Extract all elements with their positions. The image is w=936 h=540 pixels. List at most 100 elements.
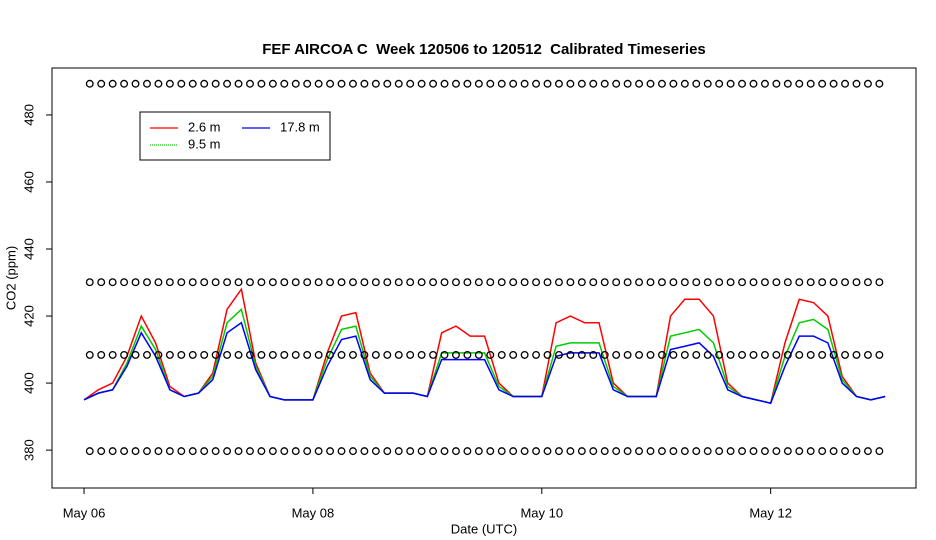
flag-point xyxy=(795,79,804,88)
flag-point xyxy=(749,79,758,88)
flag-point xyxy=(85,350,94,359)
x-tick-label: May 06 xyxy=(63,505,106,520)
flag-point xyxy=(463,278,472,287)
flag-point xyxy=(818,79,827,88)
flag-point xyxy=(143,447,151,456)
flag-point xyxy=(165,350,174,359)
flag-point xyxy=(852,79,861,88)
flag-point xyxy=(726,350,735,359)
flag-point xyxy=(211,278,220,287)
flag-point xyxy=(783,350,792,359)
flag-point xyxy=(806,79,815,88)
flag-point xyxy=(669,278,678,287)
flag-point xyxy=(440,350,449,359)
flag-point xyxy=(772,278,781,287)
flag-point xyxy=(429,278,438,287)
flag-point xyxy=(188,79,197,88)
flag-point xyxy=(680,79,689,88)
flag-point xyxy=(806,350,815,359)
flag-point xyxy=(429,447,438,456)
flag-point xyxy=(165,278,174,287)
flag-point xyxy=(532,278,541,287)
flag-point xyxy=(738,278,747,287)
flag-point xyxy=(612,350,621,359)
flag-point xyxy=(657,447,666,456)
flag-point xyxy=(669,350,678,359)
flag-point xyxy=(177,278,186,287)
flag-point xyxy=(760,350,769,359)
flag-point xyxy=(623,350,632,359)
flag-point xyxy=(257,350,266,359)
flag-point xyxy=(566,278,575,287)
y-tick-label: 420 xyxy=(21,305,36,327)
flag-point xyxy=(509,447,518,456)
flag-point xyxy=(806,447,815,456)
flag-point xyxy=(326,79,335,88)
x-tick-label: May 08 xyxy=(292,505,335,520)
flag-point xyxy=(280,447,289,456)
flag-point xyxy=(692,79,701,88)
flag-point xyxy=(612,447,621,456)
flag-point xyxy=(532,447,541,456)
flag-point xyxy=(371,79,380,88)
flag-point xyxy=(120,350,129,359)
flag-point xyxy=(566,447,575,456)
flag-point xyxy=(852,350,861,359)
flag-point xyxy=(600,350,609,359)
flag-point xyxy=(394,447,403,456)
flag-point xyxy=(268,278,277,287)
flag-point xyxy=(406,278,415,287)
flag-point xyxy=(291,79,300,88)
flag-point xyxy=(543,79,552,88)
flag-point xyxy=(863,350,872,359)
flag-point xyxy=(280,79,289,88)
flag-point xyxy=(852,278,861,287)
flag-point xyxy=(486,79,495,88)
flag-point xyxy=(532,350,541,359)
flag-point xyxy=(337,79,346,88)
flag-point xyxy=(200,278,209,287)
flag-point xyxy=(715,447,724,456)
flag-point xyxy=(349,350,357,359)
flag-point xyxy=(463,447,472,456)
flag-point xyxy=(165,447,174,456)
flag-point xyxy=(120,79,129,88)
flag-point xyxy=(635,79,644,88)
flag-point xyxy=(703,350,712,359)
flag-point xyxy=(738,79,747,88)
flag-point xyxy=(589,79,598,88)
flag-point xyxy=(314,447,323,456)
flag-point xyxy=(635,278,644,287)
flag-point xyxy=(234,79,243,88)
flag-point xyxy=(360,447,369,456)
flag-point xyxy=(497,79,506,88)
flag-point xyxy=(703,278,712,287)
flag-point xyxy=(623,447,632,456)
flag-point xyxy=(452,350,460,359)
flag-point xyxy=(486,350,495,359)
flag-point xyxy=(474,79,483,88)
flag-point xyxy=(303,278,312,287)
flag-point xyxy=(509,350,518,359)
flag-point xyxy=(383,278,392,287)
flag-point xyxy=(875,350,884,359)
flag-point xyxy=(520,350,529,359)
flag-point xyxy=(188,350,197,359)
flag-point xyxy=(97,278,106,287)
legend-box xyxy=(139,111,331,161)
flag-point xyxy=(360,79,369,88)
flag-point xyxy=(543,447,552,456)
flag-point xyxy=(818,447,827,456)
flag-point xyxy=(577,278,586,287)
flag-point xyxy=(440,447,449,456)
flag-point xyxy=(715,278,724,287)
flag-point xyxy=(657,350,666,359)
flag-point xyxy=(520,447,529,456)
flag-point xyxy=(188,278,197,287)
flag-point xyxy=(406,79,415,88)
flag-point xyxy=(154,79,163,88)
flag-point xyxy=(268,350,277,359)
flag-point xyxy=(555,447,563,456)
flag-point xyxy=(703,79,712,88)
